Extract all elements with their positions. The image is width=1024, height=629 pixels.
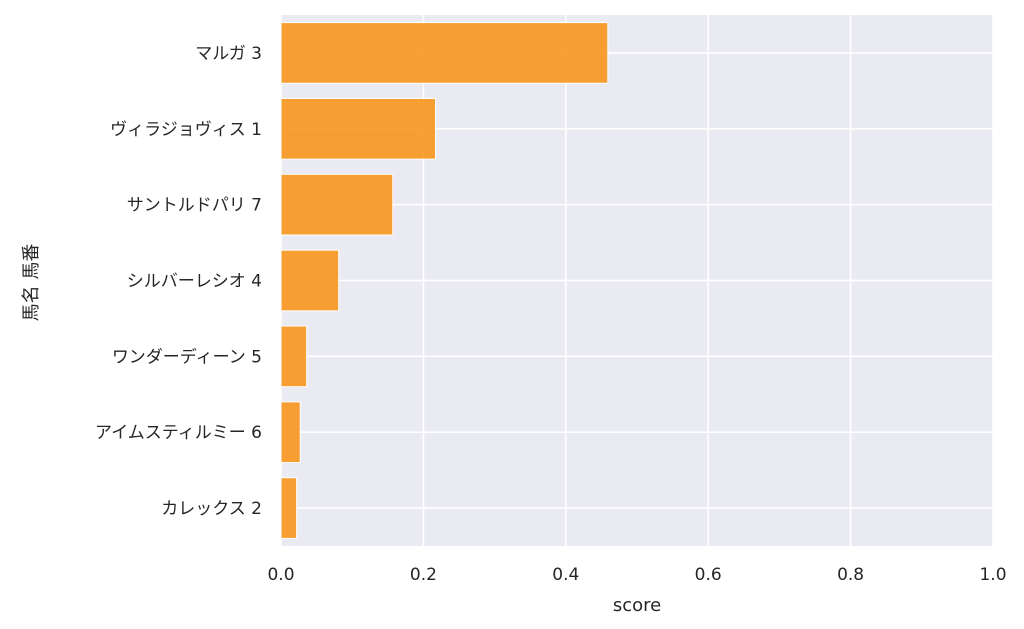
bar bbox=[280, 401, 301, 464]
bar bbox=[280, 325, 308, 388]
x-tick-label: 0.2 bbox=[410, 565, 437, 585]
y-tick-label: シルバーレシオ 4 bbox=[127, 272, 262, 292]
x-tick-label: 0.4 bbox=[552, 565, 579, 585]
x-tick-label: 0.0 bbox=[267, 565, 294, 585]
x-tick-label: 0.6 bbox=[695, 565, 722, 585]
y-tick-label: アイムスティルミー 6 bbox=[95, 423, 262, 443]
bars bbox=[280, 22, 609, 539]
y-tick-label: ワンダーディーン 5 bbox=[112, 346, 262, 367]
x-tick-label: 1.0 bbox=[979, 565, 1006, 585]
x-axis-title: score bbox=[613, 595, 661, 616]
bar bbox=[280, 477, 298, 539]
y-tick-label: ヴィラジョヴィス 1 bbox=[110, 120, 262, 140]
y-tick-label: カレックス 2 bbox=[161, 499, 262, 519]
bar bbox=[280, 249, 340, 312]
bar bbox=[280, 22, 609, 84]
bar bbox=[280, 97, 437, 160]
x-tick-label: 0.8 bbox=[837, 565, 864, 585]
y-axis-title: 馬名 馬番 bbox=[21, 244, 42, 322]
y-tick-label: マルガ 3 bbox=[195, 44, 262, 64]
y-axis-ticks: マルガ 3 ヴィラジョヴィス 1 サントルドパリ 7 シルバーレシオ 4 ワンダーディー… bbox=[95, 44, 262, 519]
x-axis-ticks: 0.0 0.2 0.4 0.6 0.8 1.0 bbox=[267, 565, 1006, 585]
y-tick-label: サントルドパリ 7 bbox=[127, 196, 262, 216]
bar bbox=[280, 173, 394, 236]
